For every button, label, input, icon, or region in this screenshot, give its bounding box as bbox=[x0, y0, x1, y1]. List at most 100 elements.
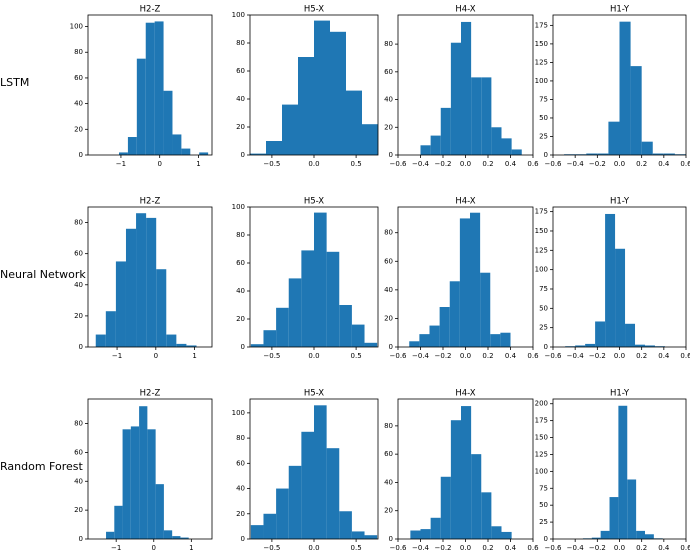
y-tick-label: 20 bbox=[236, 510, 245, 518]
bar bbox=[199, 152, 209, 155]
x-tick-label: −0.2 bbox=[589, 352, 606, 360]
x-tick-label: 0 bbox=[152, 544, 156, 551]
x-tick-label: −0.6 bbox=[545, 160, 563, 168]
bar bbox=[652, 153, 664, 155]
bar bbox=[630, 66, 642, 155]
y-tick-label: 175 bbox=[535, 417, 548, 425]
y-tick-label: 0 bbox=[389, 151, 393, 159]
x-tick-label: 0.2 bbox=[482, 544, 493, 551]
y-tick-label: 40 bbox=[384, 96, 393, 104]
bar bbox=[600, 530, 610, 539]
chart-title: H4-X bbox=[455, 197, 475, 207]
y-tick-label: 60 bbox=[236, 259, 245, 267]
y-tick-label: 0 bbox=[79, 535, 83, 543]
x-tick-label: 0.6 bbox=[680, 160, 690, 168]
x-tick-label: 0.4 bbox=[505, 352, 517, 360]
bar bbox=[119, 152, 128, 155]
bar bbox=[419, 334, 430, 347]
bar bbox=[481, 492, 492, 539]
bar bbox=[125, 228, 137, 347]
y-tick-label: 0 bbox=[241, 535, 245, 543]
y-tick-label: 60 bbox=[236, 67, 245, 75]
y-tick-label: 175 bbox=[535, 208, 548, 216]
y-tick-label: 100 bbox=[232, 409, 245, 417]
x-tick-label: −0.2 bbox=[435, 352, 452, 360]
y-tick-label: 60 bbox=[236, 459, 245, 467]
bar bbox=[282, 104, 298, 155]
y-tick-label: 150 bbox=[535, 40, 548, 48]
x-tick-label: −0.4 bbox=[412, 352, 430, 360]
x-tick-label: 0.0 bbox=[460, 160, 471, 168]
bar bbox=[575, 345, 586, 347]
bar bbox=[459, 218, 470, 347]
bar bbox=[250, 344, 264, 347]
y-tick-label: 80 bbox=[384, 40, 393, 48]
x-tick-label: −0.4 bbox=[412, 160, 430, 168]
y-tick-label: 80 bbox=[74, 420, 83, 428]
y-tick-label: 25 bbox=[539, 518, 548, 526]
bar bbox=[644, 345, 655, 347]
bar bbox=[346, 90, 362, 155]
x-tick-label: 1 bbox=[192, 352, 196, 360]
bar bbox=[156, 269, 167, 347]
bar bbox=[314, 20, 330, 155]
y-tick-label: 0 bbox=[544, 151, 548, 159]
bar bbox=[619, 21, 631, 155]
y-tick-label: 50 bbox=[539, 304, 548, 312]
bar bbox=[491, 526, 502, 539]
bar bbox=[351, 531, 365, 539]
x-tick-label: −0.2 bbox=[589, 544, 606, 551]
bar bbox=[461, 21, 472, 155]
bar bbox=[636, 530, 645, 539]
chart-title: H1-Y bbox=[610, 5, 630, 15]
y-tick-label: 0 bbox=[544, 535, 548, 543]
x-tick-label: −0.6 bbox=[390, 160, 408, 168]
y-tick-label: 50 bbox=[539, 501, 548, 509]
bar bbox=[635, 344, 645, 347]
chart-title: H1-Y bbox=[610, 389, 630, 399]
chart-title: H5-X bbox=[304, 389, 324, 399]
x-tick-label: 0.6 bbox=[680, 352, 690, 360]
bar bbox=[263, 330, 277, 347]
bar bbox=[450, 42, 461, 155]
y-tick-label: 100 bbox=[232, 203, 245, 211]
x-tick-label: −0.5 bbox=[263, 352, 280, 360]
chart-title: H2-Z bbox=[140, 389, 161, 399]
bar bbox=[115, 261, 126, 347]
bar bbox=[326, 448, 340, 539]
bar bbox=[266, 141, 282, 155]
bar bbox=[114, 505, 123, 539]
x-tick-label: −0.2 bbox=[435, 160, 452, 168]
y-tick-label: 40 bbox=[236, 287, 245, 295]
bar bbox=[511, 149, 522, 155]
x-tick-label: 0.0 bbox=[460, 544, 471, 551]
bar bbox=[420, 529, 431, 539]
bar bbox=[420, 145, 431, 155]
bar bbox=[605, 213, 616, 347]
bar bbox=[301, 431, 314, 539]
y-tick-label: 150 bbox=[535, 227, 548, 235]
bar bbox=[139, 406, 148, 539]
y-tick-label: 125 bbox=[535, 246, 548, 254]
y-tick-label: 60 bbox=[384, 68, 393, 76]
y-tick-label: 75 bbox=[539, 95, 548, 103]
bar bbox=[136, 213, 147, 347]
bar bbox=[339, 511, 352, 539]
bar bbox=[298, 57, 314, 155]
x-tick-label: −1 bbox=[116, 160, 126, 168]
y-tick-label: 25 bbox=[539, 132, 548, 140]
row-label: Neural Network bbox=[0, 268, 86, 281]
bar bbox=[449, 281, 460, 347]
y-tick-label: 20 bbox=[384, 314, 393, 322]
bar bbox=[585, 343, 596, 347]
y-tick-label: 20 bbox=[236, 315, 245, 323]
y-tick-label: 25 bbox=[539, 324, 548, 332]
x-tick-label: −0.6 bbox=[545, 544, 563, 551]
y-tick-label: 125 bbox=[535, 58, 548, 66]
bar bbox=[163, 530, 173, 539]
bar bbox=[440, 107, 451, 155]
x-tick-label: −0.6 bbox=[390, 352, 408, 360]
bar bbox=[106, 531, 115, 539]
x-tick-label: 0.0 bbox=[460, 352, 471, 360]
